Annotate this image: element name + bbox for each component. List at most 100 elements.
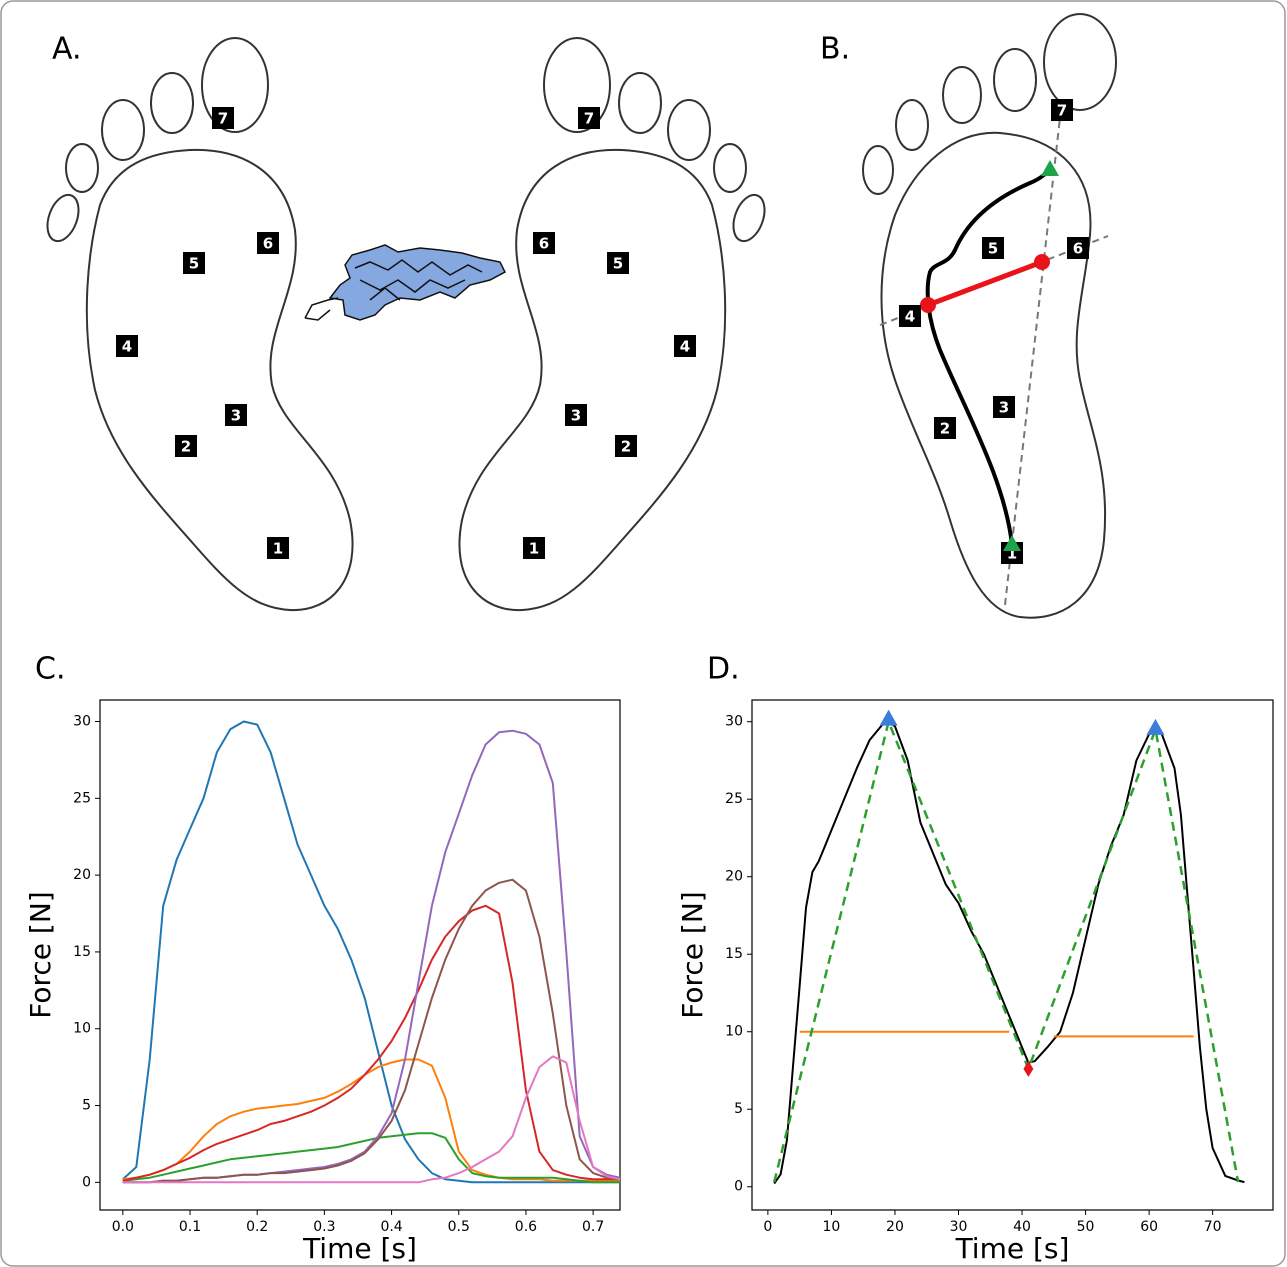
series-line: [122, 720, 620, 1184]
x-tick-label: 0.5: [448, 1219, 470, 1235]
x-tick-label: 20: [886, 1219, 904, 1235]
sensor-box: [257, 232, 279, 254]
y-tick-label: 10: [725, 1024, 743, 1040]
chart-title: D.: [707, 652, 740, 687]
x-tick-label: 0.0: [112, 1219, 134, 1235]
sensor-box: [175, 435, 197, 457]
long-axis: [1004, 99, 1063, 606]
sensor-label: 2: [940, 420, 950, 438]
sensor-label: 3: [571, 407, 581, 425]
sensor-box: [607, 252, 629, 274]
sensor-label: 4: [905, 308, 915, 326]
left-foot: [46, 37, 354, 612]
sensor-box: [116, 335, 138, 357]
series-line: [122, 904, 620, 1182]
y-tick-label: 10: [73, 1021, 91, 1037]
sensor-box: [267, 537, 289, 559]
sensor-label: 6: [263, 235, 273, 253]
sensor-box: [523, 537, 545, 559]
sensor-box: [982, 237, 1004, 259]
x-tick-label: 0.1: [179, 1219, 201, 1235]
pressure-path: [925, 166, 1052, 546]
marker: [1146, 718, 1165, 735]
sensor-label: 5: [613, 255, 623, 273]
sensor-label: 1: [1007, 545, 1017, 563]
width-line: [927, 259, 1043, 308]
series-line: [122, 1058, 620, 1182]
x-tick-label: 10: [823, 1219, 841, 1235]
sensor-label: 5: [189, 255, 199, 273]
sensor-box: [934, 417, 956, 439]
y-axis-label: Force [N]: [24, 891, 57, 1018]
x-tick-label: 0.4: [380, 1219, 402, 1235]
marker: [1023, 1060, 1034, 1077]
sensor-label: 3: [231, 407, 241, 425]
panel-label: B.: [820, 32, 850, 67]
x-tick-label: 50: [1077, 1219, 1095, 1235]
series-line: [773, 720, 1245, 1185]
sensor-label: 5: [988, 240, 998, 258]
x-tick-label: 0.7: [582, 1219, 604, 1235]
sensor-box: [183, 252, 205, 274]
sensor-label: 3: [999, 399, 1009, 417]
sensor-label: 4: [122, 338, 132, 356]
y-tick-label: 20: [73, 867, 91, 883]
sensor-label: 6: [1073, 240, 1083, 258]
sensor-label: 6: [539, 235, 549, 253]
sensor-box: [1051, 99, 1073, 121]
sensor-label: 4: [680, 338, 690, 356]
y-tick-label: 25: [73, 790, 91, 806]
x-tick-label: 0.6: [515, 1219, 537, 1235]
y-tick-label: 15: [73, 944, 91, 960]
series-line: [122, 1132, 620, 1184]
y-tick-label: 30: [725, 714, 743, 730]
x-tick-label: 0.3: [313, 1219, 335, 1235]
panel-label: A.: [52, 32, 82, 67]
start-marker: [1003, 535, 1021, 551]
sensor-box: [225, 404, 247, 426]
width-point: [1034, 254, 1050, 270]
x-tick-label: 60: [1140, 1219, 1158, 1235]
right-foot: [458, 37, 766, 612]
y-axis-label: Force [N]: [676, 891, 709, 1018]
x-axis-label: Time [s]: [302, 1232, 417, 1265]
y-tick-label: 0: [82, 1174, 91, 1190]
sensor-label: 1: [529, 540, 539, 558]
x-tick-label: 0.2: [246, 1219, 268, 1235]
y-tick-label: 5: [82, 1098, 91, 1114]
plot-frame: [751, 699, 1274, 1211]
series-line: [772, 720, 1240, 1183]
sensor-box: [899, 305, 921, 327]
sensor-label: 2: [181, 438, 191, 456]
sensor-box: [533, 232, 555, 254]
x-tick-label: 70: [1204, 1219, 1222, 1235]
y-tick-label: 25: [725, 791, 743, 807]
foot-b: [862, 13, 1117, 619]
pressure-trace: [304, 244, 506, 321]
y-tick-label: 15: [725, 946, 743, 962]
sensor-box: [1067, 237, 1089, 259]
sensor-box: [578, 107, 600, 129]
y-tick-label: 20: [725, 869, 743, 885]
y-tick-label: 0: [734, 1179, 743, 1195]
series-line: [122, 1055, 621, 1184]
y-tick-label: 30: [73, 714, 91, 730]
x-axis-label: Time [s]: [955, 1232, 1070, 1265]
sensor-box: [674, 335, 696, 357]
x-tick-label: 30: [950, 1219, 968, 1235]
sensor-box: [565, 404, 587, 426]
sensor-label: 2: [621, 438, 631, 456]
sensor-box: [993, 396, 1015, 418]
width-point: [920, 297, 936, 313]
sensor-box: [615, 435, 637, 457]
chart-title: C.: [35, 652, 65, 687]
sensor-label: 1: [273, 540, 283, 558]
marker: [879, 709, 898, 726]
x-tick-label: 40: [1013, 1219, 1031, 1235]
series-line: [122, 729, 621, 1184]
sensor-box: [212, 107, 234, 129]
sensor-label: 7: [218, 110, 228, 128]
sensor-label: 7: [1057, 102, 1067, 120]
